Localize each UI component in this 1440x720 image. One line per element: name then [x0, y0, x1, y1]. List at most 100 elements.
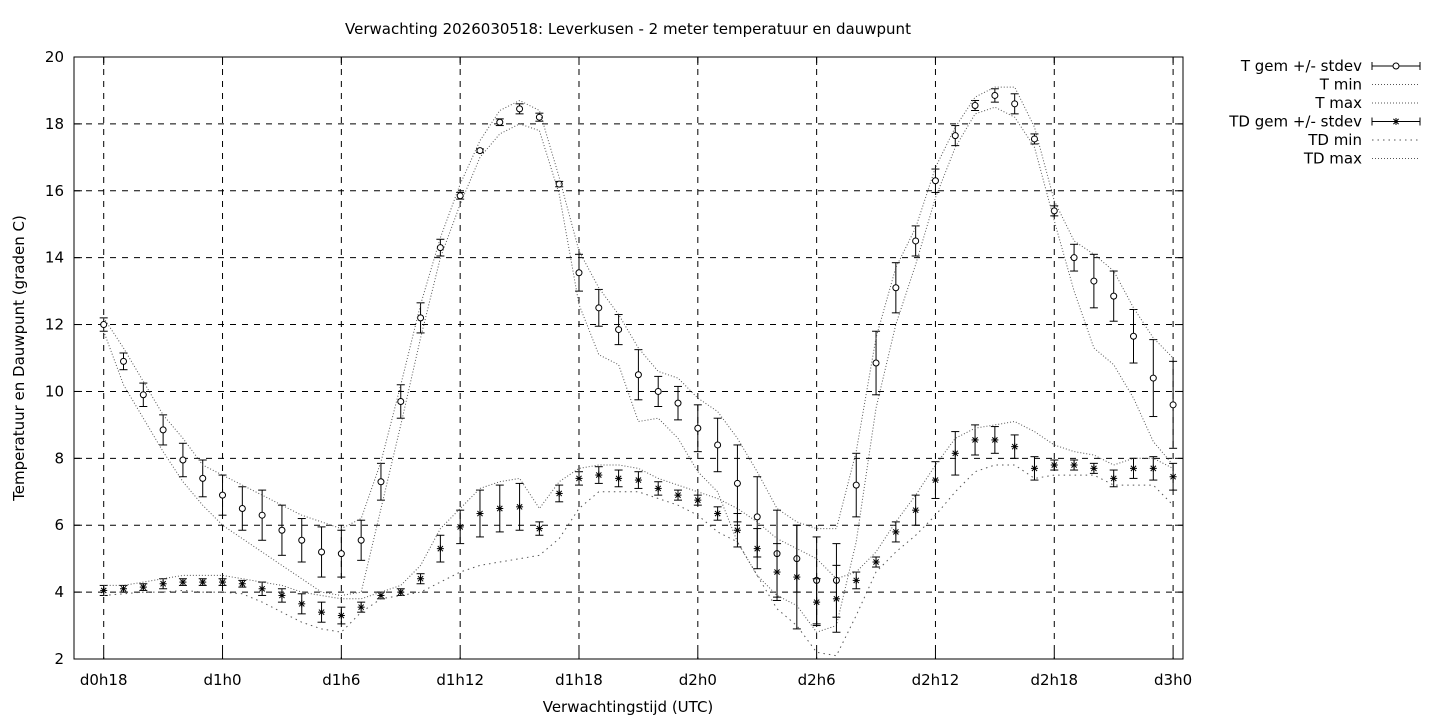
star-stroke — [694, 497, 701, 504]
y-axis: 2 4 6 8 10 12 14 16 18 20 — [45, 48, 1183, 668]
star-stroke — [199, 579, 206, 586]
data-point-star — [634, 476, 642, 484]
data-point-star — [456, 523, 464, 531]
star-stroke — [1130, 465, 1137, 472]
star-stroke — [1170, 473, 1177, 480]
star-stroke — [576, 475, 582, 482]
star-stroke — [833, 595, 840, 602]
data-point-circle — [436, 244, 444, 252]
star-stroke — [972, 436, 979, 443]
data-point-circle — [377, 478, 385, 486]
data-point-circle — [1110, 292, 1118, 300]
data-point-circle — [852, 481, 860, 489]
star-stroke — [278, 592, 285, 599]
series-line — [103, 464, 1174, 657]
star-stroke — [219, 579, 226, 586]
data-point-star — [1110, 474, 1118, 482]
data-point-star — [377, 591, 385, 599]
star-stroke — [100, 587, 107, 594]
data-point-star — [219, 578, 227, 586]
star-stroke — [912, 507, 919, 514]
star-stroke — [397, 589, 404, 596]
legend-label: TD min — [1307, 131, 1362, 149]
x-tick-label: d2h6 — [798, 671, 836, 689]
data-point-circle — [595, 304, 603, 312]
star-stroke — [1110, 475, 1117, 482]
series-line — [103, 86, 1174, 530]
legend-label: T max — [1314, 94, 1362, 112]
data-point-circle — [159, 426, 167, 434]
star-stroke — [477, 510, 483, 517]
series-4 — [103, 464, 1174, 657]
data-point-circle — [951, 132, 959, 140]
data-point-circle — [258, 511, 266, 519]
data-point-star — [1169, 473, 1177, 481]
star-stroke — [932, 477, 939, 484]
star-stroke — [655, 485, 662, 492]
star-stroke — [734, 527, 741, 534]
y-axis-label: Temperatuur en Dauwpunt (graden C) — [10, 215, 28, 502]
star-stroke — [160, 580, 167, 587]
y-tick-label: 14 — [45, 249, 64, 267]
data-point-circle — [417, 314, 425, 322]
star-stroke — [179, 579, 186, 586]
y-tick-label: 18 — [45, 115, 64, 133]
data-point-star — [476, 510, 484, 518]
data-point-star — [832, 595, 840, 603]
data-point-circle — [1169, 401, 1177, 409]
x-tick-label: d3h0 — [1154, 671, 1192, 689]
data-point-star — [417, 575, 425, 583]
data-point-circle — [496, 118, 504, 126]
star-stroke — [675, 492, 681, 499]
data-point-star — [971, 436, 979, 444]
data-point-star — [674, 491, 682, 499]
data-point-circle — [238, 505, 246, 512]
data-point-star — [100, 586, 108, 594]
legend-label: TD max — [1303, 150, 1362, 168]
data-point-star — [1149, 464, 1157, 472]
star-stroke — [1393, 118, 1399, 125]
data-point-star — [714, 510, 722, 518]
data-point-star — [912, 506, 920, 514]
data-point-circle — [912, 237, 920, 245]
data-point-star — [397, 588, 405, 596]
data-point-circle — [318, 548, 326, 556]
data-point-star — [575, 474, 583, 482]
data-point-star — [139, 583, 147, 591]
star-stroke — [437, 545, 444, 552]
data-point-star — [436, 545, 444, 553]
x-tick-label: d1h6 — [322, 671, 360, 689]
data-point-circle — [357, 536, 365, 544]
y-tick-label: 10 — [45, 382, 64, 400]
data-point-star — [793, 573, 801, 581]
data-point-circle — [1011, 100, 1019, 108]
star-stroke — [417, 575, 424, 582]
data-point-circle — [733, 479, 741, 487]
data-point-circle — [100, 321, 108, 329]
legend-label: T gem +/- stdev — [1240, 57, 1362, 75]
y-tick-label: 2 — [54, 650, 64, 668]
star-stroke — [1150, 465, 1157, 472]
star-stroke — [813, 599, 820, 606]
data-point-circle — [634, 371, 642, 379]
star-stroke — [259, 585, 266, 592]
star-stroke — [892, 528, 899, 535]
data-point-star — [238, 580, 246, 588]
series-2 — [103, 86, 1174, 530]
data-point-circle — [674, 399, 682, 407]
data-point-star — [1392, 118, 1400, 125]
star-stroke — [1051, 462, 1058, 468]
star-stroke — [358, 604, 365, 611]
x-tick-label: d1h18 — [555, 671, 603, 689]
data-point-circle — [337, 550, 345, 558]
x-axis-label: Verwachtingstijd (UTC) — [543, 698, 714, 716]
data-point-circle — [516, 105, 524, 113]
data-point-star — [813, 598, 821, 606]
legend-label: T min — [1319, 76, 1362, 94]
series-0 — [99, 88, 1178, 625]
y-tick-label: 20 — [45, 48, 64, 66]
star-stroke — [338, 612, 345, 619]
star-stroke — [991, 436, 998, 443]
data-point-star — [1090, 464, 1098, 472]
star-stroke — [378, 592, 384, 599]
